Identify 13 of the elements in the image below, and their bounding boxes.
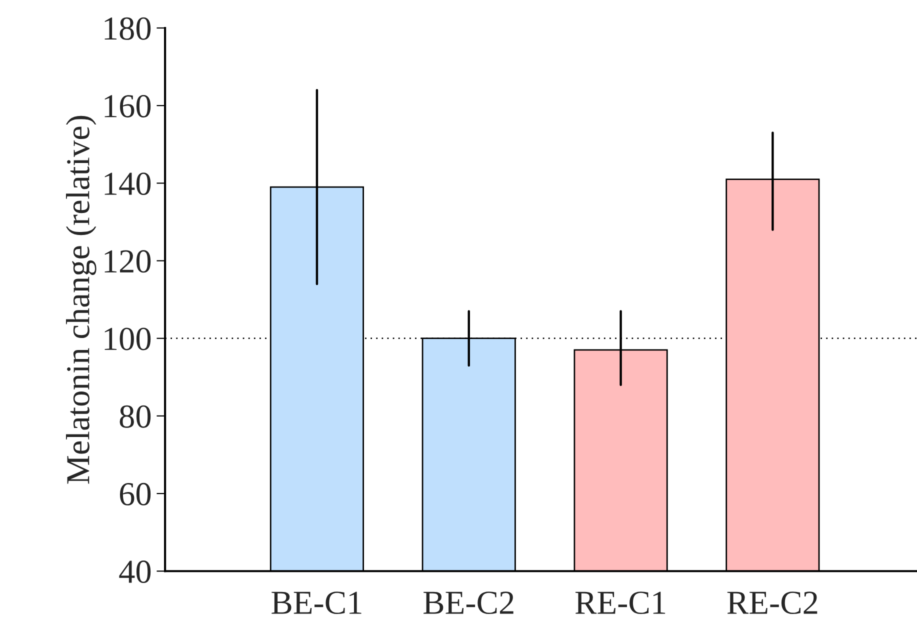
x-tick-label: RE-C2	[727, 592, 818, 614]
y-tick-label: 120	[104, 250, 151, 273]
y-tick-label: 100	[104, 328, 151, 350]
y-tick-label: 40	[119, 560, 151, 584]
x-tick-label: RE-C1	[575, 592, 666, 614]
y-tick-label: 160	[104, 94, 151, 118]
y-axis-title: Melatonin change (relative)	[66, 116, 96, 484]
y-tick-label: 60	[120, 482, 151, 506]
x-tick-label: BE-C1	[272, 592, 362, 614]
y-tick-label: 180	[104, 17, 151, 40]
y-tick-label: 80	[120, 405, 151, 428]
x-tick-label: BE-C2	[424, 592, 514, 614]
y-tick-label: 140	[104, 172, 151, 196]
